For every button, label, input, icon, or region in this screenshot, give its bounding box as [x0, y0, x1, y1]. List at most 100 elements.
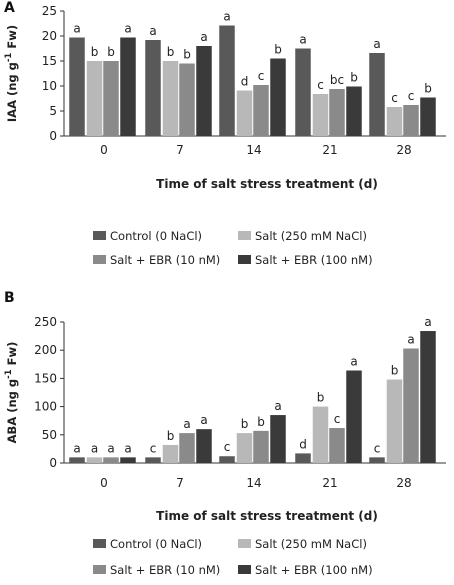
y-axis-label: IAA (ng g-1 Fw) — [4, 25, 19, 122]
legend-label: Salt + EBR (100 nM) — [255, 253, 373, 267]
bar — [103, 61, 119, 136]
data-label: a — [299, 33, 306, 47]
y-tick-label: 0 — [49, 456, 57, 470]
data-label: b — [91, 45, 99, 59]
bar — [270, 58, 286, 136]
legend-swatch — [93, 565, 106, 574]
data-label: b — [424, 82, 432, 96]
legend-swatch — [93, 539, 106, 548]
y-tick-label: 200 — [34, 343, 57, 357]
y-tick-label: 0 — [49, 129, 57, 143]
x-tick-label: 28 — [396, 476, 411, 490]
data-label: a — [73, 441, 80, 455]
y-tick-label: 50 — [42, 428, 57, 442]
data-label: a — [124, 22, 131, 36]
x-tick-label: 14 — [246, 476, 261, 490]
bar — [69, 37, 85, 136]
chart-panel-b: B 0 50 100 150 200 250 ABA (ng g-1 Fw) 0 7 14 21 28 T… — [4, 290, 446, 577]
data-label: a — [91, 441, 98, 455]
bar — [369, 53, 385, 136]
bar — [253, 85, 269, 136]
bar — [329, 428, 345, 463]
data-label: c — [374, 441, 381, 455]
bar — [103, 457, 119, 463]
bar — [86, 457, 103, 463]
data-label: a — [200, 413, 207, 427]
legend-label: Salt (250 mM NaCl) — [255, 229, 367, 243]
legend-swatch — [238, 539, 251, 548]
data-label: c — [150, 441, 157, 455]
x-tick-label: 28 — [396, 143, 411, 157]
x-tick-label: 7 — [176, 476, 184, 490]
data-label: a — [373, 37, 380, 51]
legend-swatch — [238, 255, 251, 264]
y-tick-label: 10 — [42, 79, 57, 93]
data-label: c — [317, 78, 324, 92]
bar — [196, 429, 212, 463]
data-label: b — [257, 415, 265, 429]
data-label: d — [241, 75, 249, 89]
data-label: b — [167, 45, 175, 59]
y-tick-label: 100 — [34, 400, 57, 414]
panel-label: B — [4, 290, 15, 306]
data-label: b — [107, 45, 115, 59]
legend: Control (0 NaCl) Salt (250 mM NaCl) Salt +… — [93, 229, 373, 267]
bar — [196, 46, 212, 136]
data-label: b — [241, 417, 249, 431]
data-label: d — [299, 437, 307, 451]
data-label: a — [183, 417, 190, 431]
x-tick-label: 0 — [100, 476, 108, 490]
legend: Control (0 NaCl) Salt (250 mM NaCl) Salt +… — [93, 537, 373, 577]
data-label: a — [107, 441, 114, 455]
x-tick-label: 21 — [322, 143, 337, 157]
bar — [145, 40, 161, 136]
data-label: a — [350, 355, 357, 369]
legend-label: Control (0 NaCl) — [110, 229, 202, 243]
bar — [162, 444, 179, 463]
x-tick-label: 7 — [176, 143, 184, 157]
bar — [253, 430, 269, 463]
x-tick-label: 21 — [322, 476, 337, 490]
bar — [386, 379, 403, 463]
bar — [346, 370, 362, 463]
bar — [403, 105, 419, 136]
data-label: a — [73, 22, 80, 36]
data-label: b — [183, 48, 191, 62]
y-tick-label: 150 — [34, 371, 57, 385]
data-label: c — [334, 412, 341, 426]
y-tick-label: 15 — [42, 54, 57, 68]
bar — [420, 331, 436, 463]
legend-label: Control (0 NaCl) — [110, 537, 202, 551]
data-label: c — [391, 91, 398, 105]
data-label: a — [274, 399, 281, 413]
bar — [369, 457, 385, 463]
legend-swatch — [238, 565, 251, 574]
y-tick-label: 20 — [42, 29, 57, 43]
x-axis-label: Time of salt stress treatment (d) — [156, 177, 378, 191]
bar — [270, 415, 286, 463]
y-tick-label: 5 — [49, 104, 57, 118]
data-label: a — [223, 10, 230, 24]
data-label: b — [274, 43, 282, 57]
data-label: c — [224, 440, 231, 454]
x-tick-label: 14 — [246, 143, 261, 157]
legend-swatch — [238, 231, 251, 240]
bar — [179, 63, 195, 136]
data-label: b — [391, 364, 399, 378]
data-label: a — [424, 315, 431, 329]
panel-label: A — [4, 0, 15, 16]
legend-label: Salt + EBR (10 nM) — [110, 253, 220, 267]
bar — [120, 457, 136, 463]
bar — [295, 453, 311, 463]
data-label: a — [124, 441, 131, 455]
bar — [295, 48, 311, 136]
bar — [312, 94, 329, 136]
y-tick-label: 25 — [42, 4, 57, 18]
data-label: c — [408, 89, 415, 103]
bar — [312, 406, 329, 463]
bar — [236, 90, 253, 136]
data-label: bc — [330, 73, 344, 87]
legend-swatch — [93, 231, 106, 240]
bar — [329, 89, 345, 136]
bar — [236, 433, 253, 463]
